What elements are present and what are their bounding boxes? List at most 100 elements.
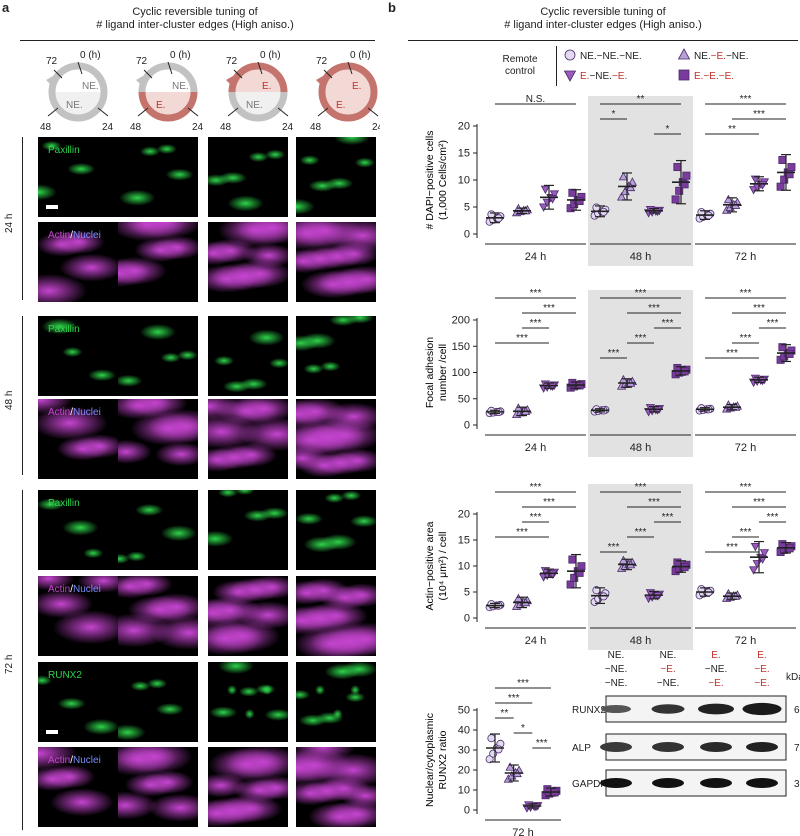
- cycle-tick: [143, 69, 153, 79]
- blot-row-label: RUNX2: [572, 705, 606, 716]
- row-group-bracket: [22, 137, 23, 300]
- blot-band: [746, 742, 778, 752]
- panel-a-letter: a: [2, 0, 10, 15]
- blot-row-label: ALP: [572, 743, 591, 754]
- significance-label: ***: [530, 482, 542, 493]
- y-tick-label: 150: [452, 341, 470, 353]
- blot-band: [746, 778, 778, 788]
- blot-column-header: E.: [757, 650, 766, 661]
- y-tick-label: 30: [458, 745, 470, 757]
- cycle-label-top: E.: [262, 81, 271, 92]
- data-point: [531, 802, 541, 812]
- cycle-label-top: NE.: [82, 81, 99, 92]
- blot-column-header: −E.: [660, 664, 675, 675]
- cycle-diagram: 72 0 (h) 48 24 E. E.: [310, 50, 380, 132]
- data-point: [748, 566, 759, 575]
- data-point: [564, 49, 576, 61]
- cycle-tick: [317, 107, 329, 117]
- data-point: [675, 186, 684, 195]
- cycle-label-top: NE.: [172, 81, 189, 92]
- data-point: [538, 203, 549, 212]
- x-group-label: 48 h: [630, 251, 651, 263]
- channel-label-paxillin: Paxillin: [48, 324, 80, 335]
- y-tick-label: 0: [464, 805, 470, 817]
- legend-divider: [556, 46, 557, 86]
- cycle-time-48: 48: [220, 122, 232, 132]
- x-group-label: 72 h: [735, 251, 756, 263]
- charts: 0 5 10 15 20 # DAPI−positive cells(1,000 Cell…: [424, 94, 796, 836]
- data-point: [505, 762, 515, 771]
- x-group-label: 72 h: [735, 442, 756, 454]
- significance-label: ***: [648, 303, 660, 314]
- data-point: [618, 171, 629, 181]
- cycle-tick: [347, 61, 353, 75]
- significance-label: ***: [726, 348, 738, 359]
- paxillin-micrograph: [296, 490, 376, 570]
- cycle-arrow-icon: [316, 72, 330, 88]
- blot-column-header: −E.: [708, 678, 723, 689]
- y-tick-label: 20: [458, 121, 470, 133]
- actin-nuclei-micrograph: [208, 747, 288, 827]
- data-point: [785, 349, 794, 358]
- runx2-micrograph: [118, 662, 198, 742]
- cycle-label-top: E.: [352, 81, 361, 92]
- significance-label: ***: [753, 497, 765, 508]
- legend-label-line2: control: [504, 66, 535, 77]
- legend-entry-part: −E.: [719, 71, 734, 82]
- cycle-time-48: 48: [40, 122, 52, 132]
- channel-actin-text: Actin: [48, 230, 71, 241]
- y-axis-label-line2: RUNX2 ratio: [437, 730, 449, 789]
- data-point: [568, 555, 577, 564]
- y-tick-label: 40: [458, 725, 470, 737]
- data-point: [750, 175, 761, 185]
- paxillin-micrograph: [296, 316, 376, 396]
- significance-label: ***: [635, 527, 647, 538]
- blot-column-header: −E.: [754, 664, 769, 675]
- legend-entry-part: −E.: [711, 51, 726, 62]
- cycle-tick: [47, 107, 59, 117]
- cycle-ring-bottom: [48, 91, 108, 122]
- data-point: [563, 70, 577, 82]
- chart: 0 10 20 30 40 50 Nuclear/cytoplasmicRUNX2 rati…: [424, 678, 561, 836]
- blot-kda-value: 37: [794, 779, 800, 790]
- blot-kda-value: 60: [794, 705, 800, 716]
- blot-band: [651, 704, 685, 714]
- blot-band: [700, 742, 732, 752]
- x-group-label: 24 h: [525, 635, 546, 647]
- data-point: [592, 203, 601, 212]
- blot-kda-value: 75: [794, 743, 800, 754]
- row-group-bracket: [22, 490, 23, 830]
- y-tick-label: 0: [464, 613, 470, 625]
- runx2-micrograph: [208, 662, 288, 742]
- scale-bar: [46, 730, 58, 734]
- paxillin-micrograph: [118, 490, 198, 570]
- y-axis-label-line1: Focal adhesion: [424, 337, 436, 408]
- legend-entry-label: E.−NE.−E.: [580, 71, 627, 82]
- data-point: [776, 182, 785, 191]
- cycle-diagram: 72 0 (h) 48 24 NE. E.: [130, 50, 204, 132]
- blot-column-header: NE.: [660, 650, 677, 661]
- actin-nuclei-micrograph: [296, 747, 376, 827]
- data-point: [673, 163, 682, 172]
- legend-entry-label: E.−E.−E.: [694, 71, 734, 82]
- data-point: [678, 69, 690, 81]
- paxillin-micrograph: Paxillin: [38, 316, 118, 396]
- legend-entries: NE.−NE.−NE. NE.−E.−NE.E.−NE.−E. E.−E.−E.: [563, 48, 748, 82]
- paxillin-micrograph: [208, 137, 288, 217]
- significance-label: ***: [530, 512, 542, 523]
- blot-band: [742, 702, 782, 716]
- y-tick-label: 5: [464, 587, 470, 599]
- chart: 0 5 10 15 20 # DAPI−positive cells(1,000 Cell…: [424, 94, 796, 266]
- x-group-label: 48 h: [630, 635, 651, 647]
- x-group-label: 72 h: [512, 827, 533, 836]
- actin-nuclei-micrograph: Actin/Nuclei: [38, 747, 118, 827]
- cycle-label-bottom: E.: [336, 100, 345, 111]
- actin-nuclei-micrograph: [208, 576, 288, 656]
- panel-b-letter: b: [388, 0, 396, 15]
- data-point: [577, 562, 586, 571]
- y-tick-label: 200: [452, 315, 470, 327]
- legend-entry-part: NE.: [580, 51, 597, 62]
- significance-label: ***: [530, 318, 542, 329]
- blot-column-header: −NE.: [605, 678, 628, 689]
